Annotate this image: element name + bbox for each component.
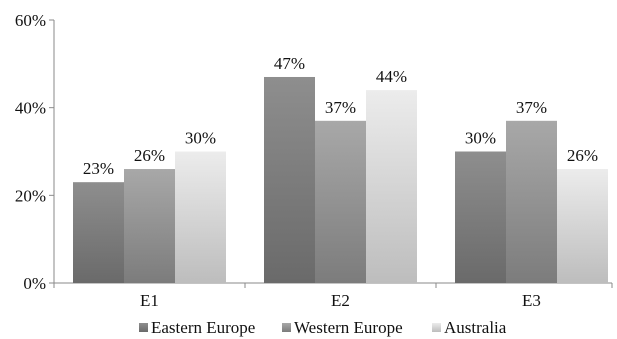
data-labels: 23% 26% 30% 47% 37% 44% 30% 37% 26%: [83, 54, 598, 178]
legend-swatch: [432, 323, 441, 332]
bar-e3-eastern-europe: [455, 151, 506, 283]
legend-swatch: [139, 323, 148, 332]
y-axis-ticks: 0% 20% 40% 60%: [15, 11, 54, 293]
data-label: 37%: [516, 98, 547, 117]
data-label: 44%: [376, 67, 407, 86]
bar-e2-australia: [366, 90, 417, 283]
y-tick-label: 0%: [23, 274, 46, 293]
data-label: 30%: [465, 129, 496, 148]
data-label: 23%: [83, 159, 114, 178]
data-label: 37%: [325, 98, 356, 117]
bars: [73, 76, 608, 283]
bar-e3-western-europe: [506, 120, 557, 283]
y-tick-label: 20%: [15, 186, 46, 205]
y-tick-label: 40%: [15, 99, 46, 118]
legend-label: Western Europe: [294, 318, 403, 337]
data-label: 26%: [134, 146, 165, 165]
y-tick-label: 60%: [15, 11, 46, 30]
x-axis-ticks: E1 E2 E3: [53, 283, 613, 310]
bar-e3-australia: [557, 169, 608, 283]
bar-e2-eastern-europe: [264, 76, 315, 283]
bar-e2-western-europe: [315, 120, 366, 283]
bar-e1-australia: [175, 151, 226, 283]
x-tick-label: E3: [522, 291, 541, 310]
x-tick-label: E2: [331, 291, 350, 310]
legend: Eastern Europe Western Europe Australia: [139, 318, 507, 337]
data-label: 26%: [567, 146, 598, 165]
legend-label: Australia: [444, 318, 507, 337]
legend-label: Eastern Europe: [151, 318, 255, 337]
bar-e1-eastern-europe: [73, 182, 124, 283]
legend-swatch: [282, 323, 291, 332]
x-tick-label: E1: [140, 291, 159, 310]
data-label: 47%: [274, 54, 305, 73]
data-label: 30%: [185, 129, 216, 148]
bar-e1-western-europe: [124, 169, 175, 283]
